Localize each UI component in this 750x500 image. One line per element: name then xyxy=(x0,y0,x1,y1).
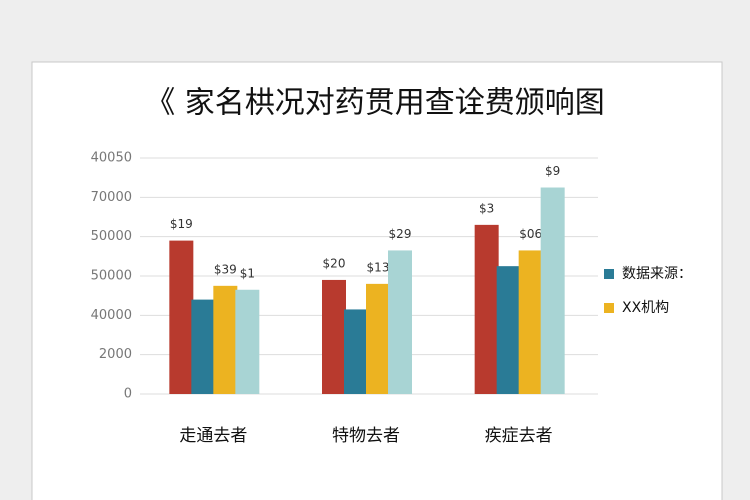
card xyxy=(31,61,723,500)
bar xyxy=(474,224,499,394)
data-label: $20 xyxy=(323,256,346,270)
data-label: $13 xyxy=(367,260,390,274)
bar xyxy=(191,299,216,394)
y-tick-label: 50000 xyxy=(91,229,132,244)
x-tick-label: 疾症去者 xyxy=(485,426,553,446)
data-label: $19 xyxy=(170,217,193,231)
bar xyxy=(518,250,543,394)
data-label: $9 xyxy=(545,164,560,178)
y-tick-label: 40050 xyxy=(91,151,132,166)
y-tick-label: 70000 xyxy=(91,190,132,205)
x-tick-label: 特物去者 xyxy=(332,426,400,446)
y-tick-label: 50000 xyxy=(91,269,132,284)
data-label: $39 xyxy=(214,262,237,276)
bar xyxy=(388,250,412,394)
chart-title: 《 家名栱况对药贯用查诠费颁响图 xyxy=(145,86,605,121)
data-label: $06 xyxy=(519,227,542,241)
legend-swatch xyxy=(604,303,614,313)
legend-label: 数据来源： xyxy=(622,266,692,282)
bar xyxy=(169,240,194,394)
data-label: $1 xyxy=(240,266,255,280)
bar xyxy=(344,309,368,394)
x-tick-label: 走通去者 xyxy=(179,426,247,446)
bar xyxy=(213,285,238,394)
y-tick-label: 2000 xyxy=(99,347,132,362)
legend-swatch xyxy=(604,269,614,279)
legend-label: XX机构 xyxy=(622,300,669,316)
data-label: $3 xyxy=(479,201,494,215)
bar xyxy=(322,279,346,394)
bar xyxy=(235,289,260,394)
y-tick-label: 0 xyxy=(124,387,132,402)
bar xyxy=(540,187,565,394)
bar xyxy=(366,283,390,394)
bar xyxy=(496,266,521,394)
y-tick-label: 40000 xyxy=(91,308,132,323)
data-label: $29 xyxy=(389,227,412,241)
